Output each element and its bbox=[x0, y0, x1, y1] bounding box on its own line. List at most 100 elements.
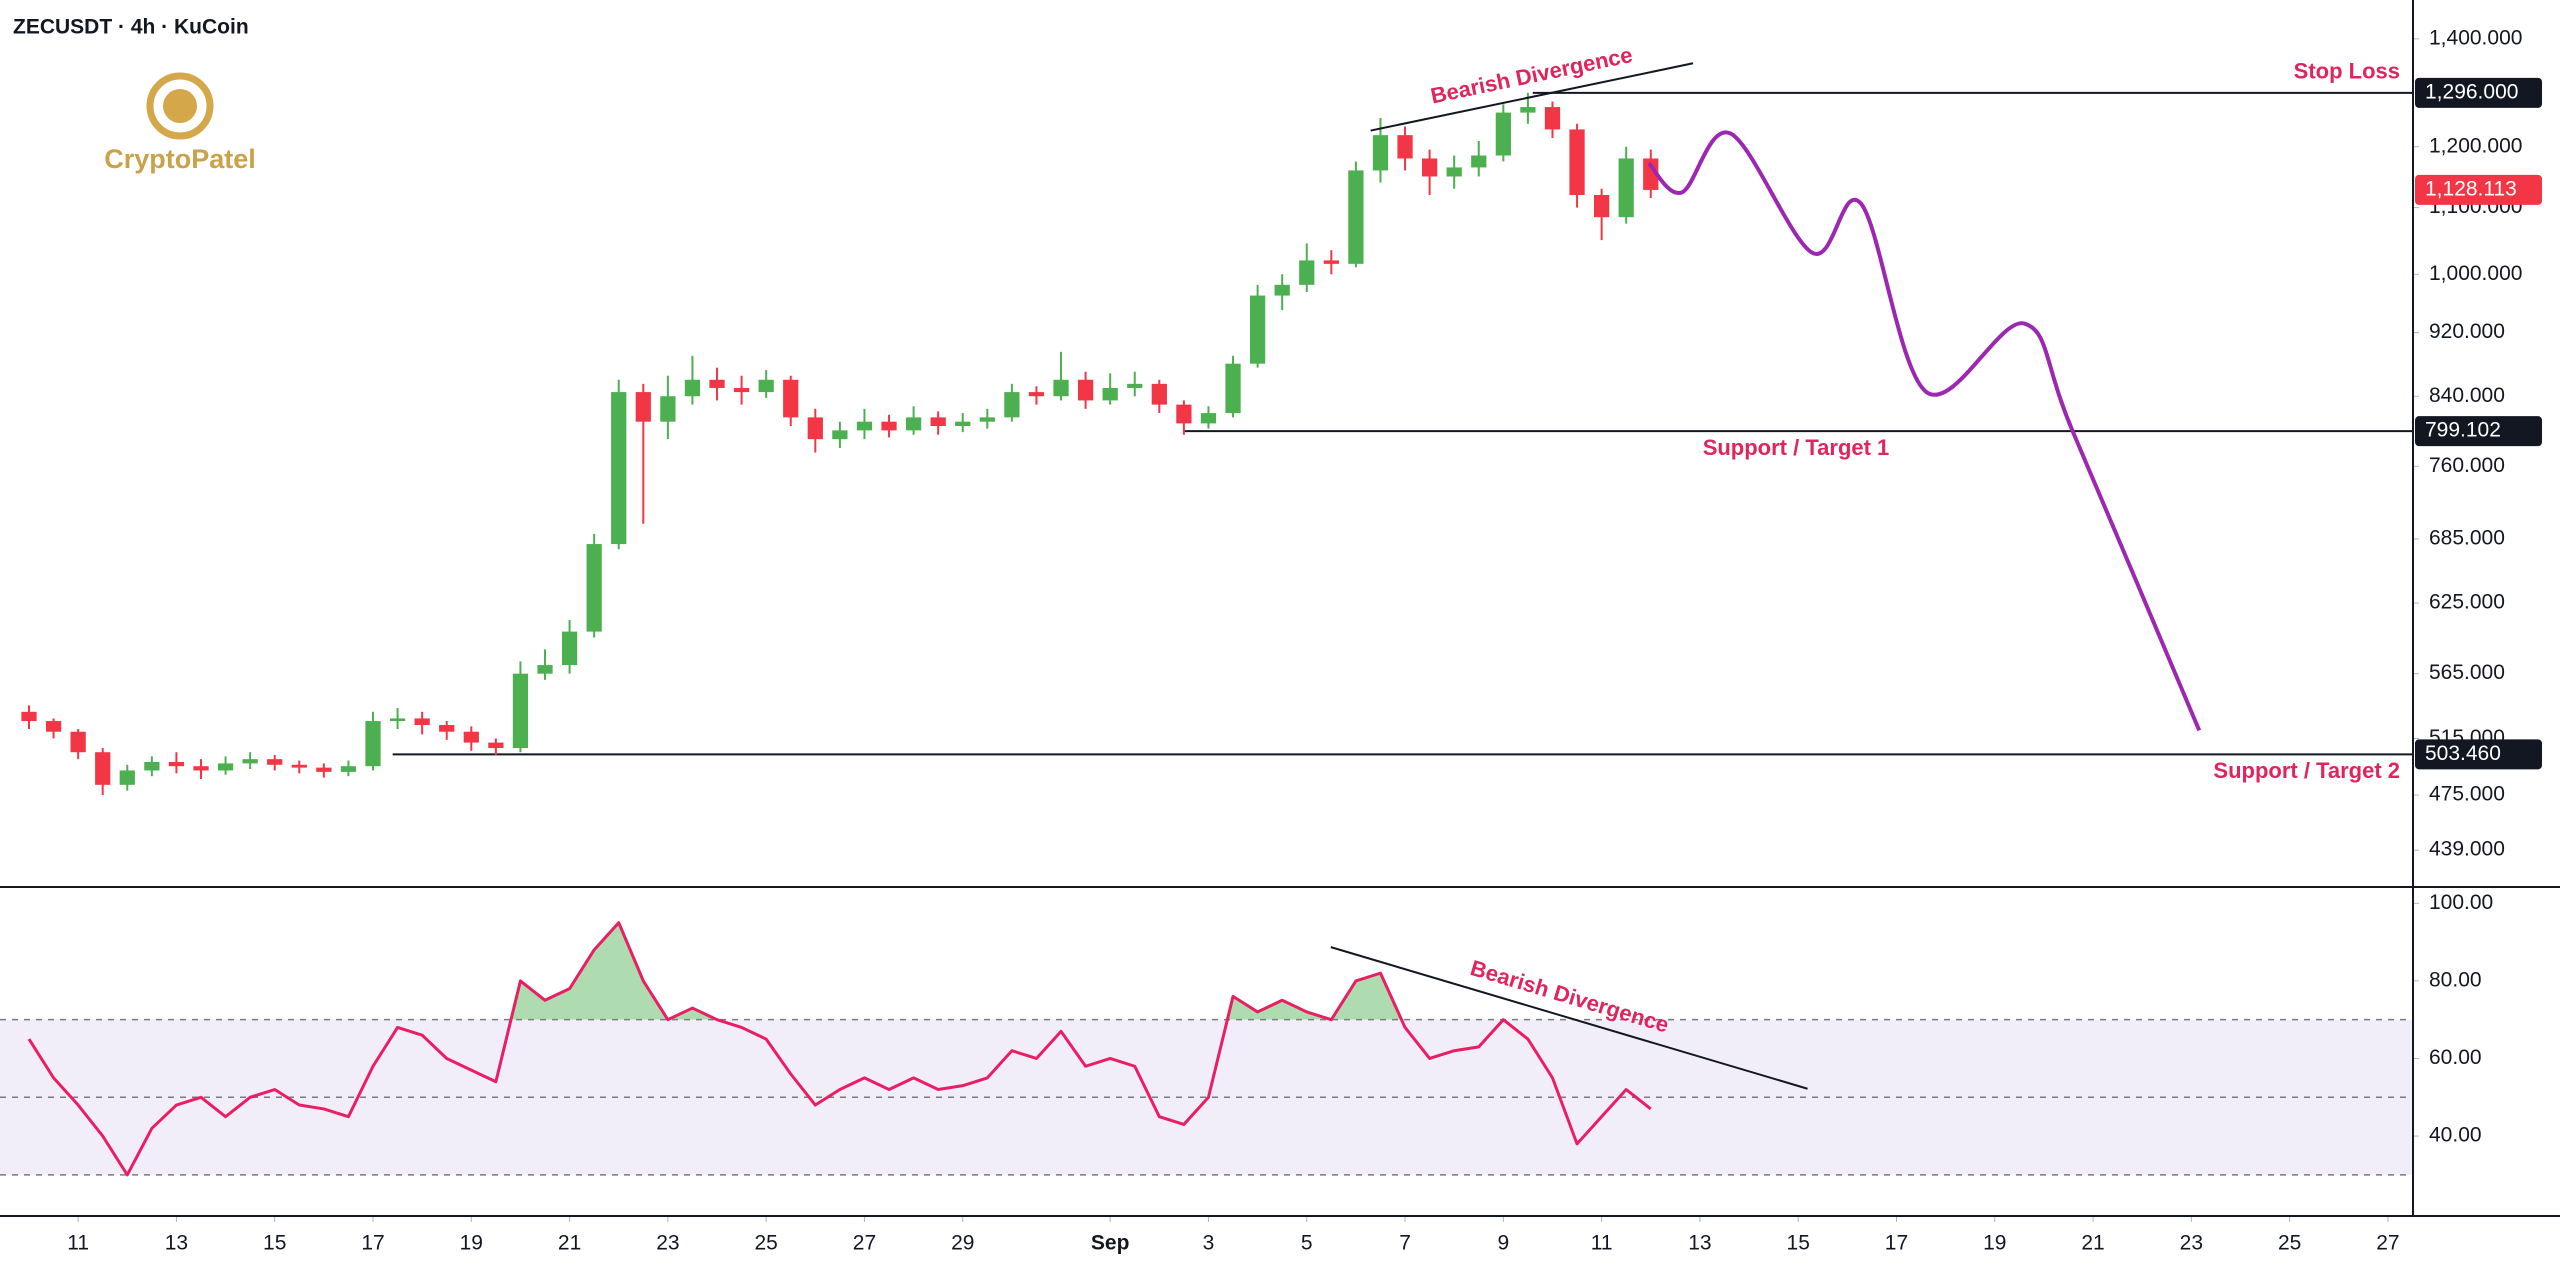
candle bbox=[1397, 126, 1413, 171]
candle-body bbox=[1200, 413, 1217, 424]
candle-body bbox=[267, 759, 283, 765]
candle-body bbox=[1176, 404, 1192, 424]
candle-body bbox=[414, 718, 430, 726]
logo-core bbox=[163, 89, 197, 123]
rsi-line bbox=[27, 921, 1652, 1177]
candle-body bbox=[144, 761, 160, 771]
candle bbox=[733, 375, 750, 405]
candle-body bbox=[1102, 387, 1118, 401]
candle bbox=[1471, 140, 1487, 177]
x-tick-label: 7 bbox=[1399, 1232, 1411, 1255]
candle-body bbox=[881, 421, 897, 431]
y-tick-label: 60.00 bbox=[2429, 1046, 2482, 1069]
candle-body bbox=[1594, 194, 1610, 218]
x-tick-label: 15 bbox=[1787, 1232, 1810, 1255]
candle bbox=[561, 620, 578, 674]
candle-body bbox=[856, 421, 873, 431]
x-tick-label: 15 bbox=[263, 1232, 286, 1255]
price-box-label: 503.460 bbox=[2425, 742, 2501, 765]
candle-body bbox=[1421, 158, 1438, 177]
x-tick-label: 11 bbox=[67, 1232, 89, 1255]
x-tick-label: 27 bbox=[853, 1232, 876, 1255]
logo: CryptoPatel bbox=[104, 72, 256, 174]
candle-body bbox=[1127, 383, 1143, 388]
candle-body bbox=[1618, 158, 1634, 218]
x-tick-label: 13 bbox=[165, 1232, 188, 1255]
candle bbox=[217, 756, 234, 775]
candle bbox=[1569, 123, 1585, 208]
candle-body bbox=[979, 417, 995, 422]
x-tick-label: Sep bbox=[1091, 1232, 1130, 1255]
x-tick-label: 21 bbox=[2081, 1232, 2104, 1255]
candle-body bbox=[70, 731, 86, 753]
candle-body bbox=[168, 761, 185, 767]
x-tick-label: 23 bbox=[2180, 1232, 2203, 1255]
candle bbox=[1249, 284, 1266, 368]
candle bbox=[1028, 386, 1045, 405]
candle-body bbox=[537, 665, 553, 674]
candle-body bbox=[193, 766, 209, 771]
y-tick-label: 40.00 bbox=[2429, 1124, 2482, 1147]
candle bbox=[1004, 383, 1020, 422]
last-price-label: 1,128.113 bbox=[2425, 177, 2517, 200]
candle bbox=[955, 413, 971, 433]
candle-body bbox=[1077, 379, 1094, 401]
price-box bbox=[2415, 416, 2542, 447]
x-tick-label: 9 bbox=[1497, 1232, 1509, 1255]
rsi-overbought-fill bbox=[510, 922, 1402, 1020]
candle-body bbox=[1151, 383, 1167, 405]
watermark: CryptoPatel bbox=[104, 144, 256, 174]
candle-body bbox=[1397, 135, 1413, 159]
candle-body bbox=[95, 752, 111, 785]
level-label: Support / Target 2 bbox=[2213, 758, 2400, 783]
y-tick-label: 475.000 bbox=[2429, 783, 2505, 806]
candle-body bbox=[1520, 107, 1536, 113]
level-label: Stop Loss bbox=[2294, 59, 2400, 84]
candle bbox=[709, 367, 725, 401]
candle bbox=[439, 721, 455, 740]
y-tick-label: 1,200.000 bbox=[2429, 134, 2522, 157]
candle-body bbox=[217, 763, 234, 771]
candle bbox=[1643, 149, 1659, 199]
trendline bbox=[1370, 62, 1694, 132]
y-tick-label: 565.000 bbox=[2429, 661, 2505, 684]
candle-body bbox=[45, 721, 62, 732]
x-tick-label: 5 bbox=[1301, 1232, 1313, 1255]
candle bbox=[1176, 400, 1192, 435]
price-box bbox=[2415, 739, 2542, 770]
candle-body bbox=[1569, 129, 1585, 195]
candle bbox=[512, 661, 529, 753]
candle bbox=[1274, 274, 1290, 311]
candle bbox=[1323, 250, 1339, 275]
candle-body bbox=[1225, 363, 1241, 414]
candle-body bbox=[1495, 112, 1511, 156]
candle bbox=[758, 370, 774, 398]
candle-body bbox=[783, 379, 799, 418]
candle-body bbox=[1471, 155, 1487, 168]
y-tick-label: 840.000 bbox=[2429, 384, 2505, 407]
candle bbox=[611, 379, 627, 550]
projection-line bbox=[1647, 130, 2202, 732]
candle-body bbox=[709, 379, 725, 388]
candle bbox=[144, 756, 160, 777]
candle bbox=[1077, 371, 1094, 409]
candle-body bbox=[1323, 260, 1339, 264]
chart-title: ZECUSDT · 4h · KuCoin bbox=[13, 16, 249, 39]
candle bbox=[291, 760, 307, 774]
candle bbox=[856, 408, 873, 440]
candle-body bbox=[242, 759, 258, 764]
x-tick-label: 19 bbox=[460, 1232, 483, 1255]
candle-body bbox=[488, 742, 504, 749]
candle bbox=[635, 383, 651, 524]
candle bbox=[881, 414, 897, 438]
x-tick-label: 19 bbox=[1983, 1232, 2006, 1255]
candle bbox=[1594, 188, 1610, 241]
candle bbox=[389, 707, 406, 730]
candle-body bbox=[635, 392, 651, 422]
price-box-label: 799.102 bbox=[2425, 419, 2501, 442]
candle-body bbox=[611, 392, 627, 545]
candle-body bbox=[955, 421, 971, 427]
candle-body bbox=[807, 417, 823, 440]
candle bbox=[267, 754, 283, 771]
